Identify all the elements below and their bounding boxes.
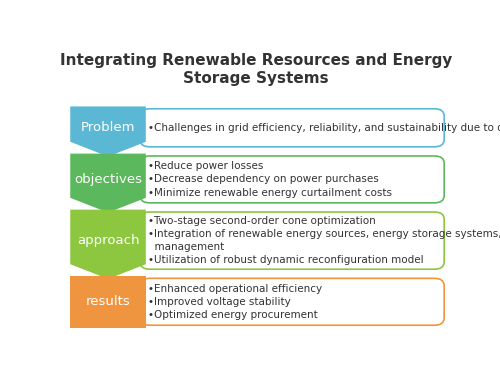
Polygon shape bbox=[70, 276, 146, 327]
Polygon shape bbox=[70, 106, 146, 157]
Text: •Enhanced operational efficiency
•Improved voltage stability
•Optimized energy p: •Enhanced operational efficiency •Improv… bbox=[148, 283, 322, 320]
FancyBboxPatch shape bbox=[140, 212, 444, 269]
Text: objectives: objectives bbox=[74, 173, 142, 186]
Text: Integrating Renewable Resources and Energy
Storage Systems: Integrating Renewable Resources and Ener… bbox=[60, 53, 452, 86]
Text: •Reduce power losses
•Decrease dependency on power purchases
•Minimize renewable: •Reduce power losses •Decrease dependenc… bbox=[148, 161, 392, 198]
Text: •Two-stage second-order cone optimization
•Integration of renewable energy sourc: •Two-stage second-order cone optimizatio… bbox=[148, 216, 500, 265]
Text: Problem: Problem bbox=[81, 121, 136, 134]
Text: results: results bbox=[86, 295, 130, 308]
Polygon shape bbox=[70, 210, 146, 279]
FancyBboxPatch shape bbox=[140, 278, 444, 325]
FancyBboxPatch shape bbox=[140, 109, 444, 147]
Polygon shape bbox=[70, 154, 146, 213]
Text: •Challenges in grid efficiency, reliability, and sustainability due to diverse e: •Challenges in grid efficiency, reliabil… bbox=[148, 123, 500, 133]
FancyBboxPatch shape bbox=[140, 156, 444, 203]
Text: approach: approach bbox=[77, 234, 140, 247]
